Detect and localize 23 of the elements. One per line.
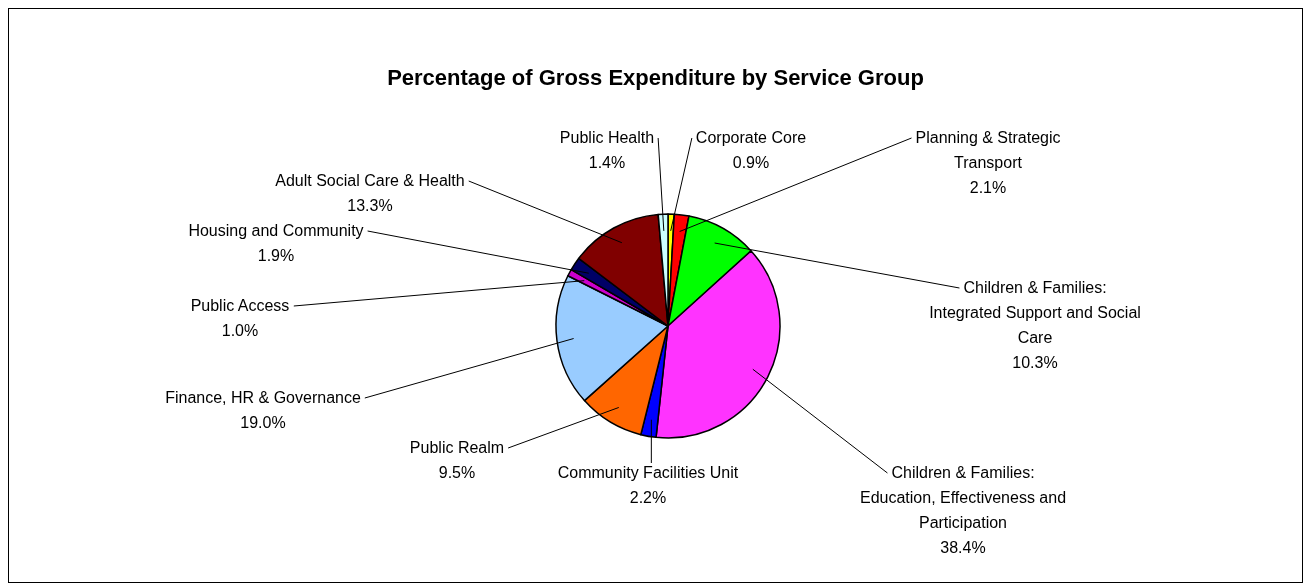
data-label: 13.3%	[347, 197, 393, 214]
data-label: 19.0%	[240, 414, 286, 431]
data-label: 2.2%	[629, 489, 667, 506]
slice-label: Public Realm	[409, 439, 505, 456]
data-label: 10.3%	[1012, 354, 1058, 371]
slice-label: Community Facilities Unit	[557, 464, 739, 481]
data-label: 2.1%	[969, 179, 1007, 196]
slice-label: Children & Families: Education, Effectiveness and Participation	[859, 464, 1067, 531]
data-label: 1.0%	[221, 322, 259, 339]
data-label: 0.9%	[732, 154, 770, 171]
slice-label: Corporate Core	[695, 129, 807, 146]
slice-label: Housing and Community	[188, 222, 364, 239]
data-label: 1.4%	[588, 154, 626, 171]
data-label: 38.4%	[940, 539, 986, 556]
chart-title: Percentage of Gross Expenditure by Service Group	[387, 65, 924, 90]
data-label: 9.5%	[438, 464, 476, 481]
slice-label: Adult Social Care & Health	[275, 172, 465, 189]
data-label: 1.9%	[257, 247, 295, 264]
slice-label: Finance, HR & Governance	[165, 389, 361, 406]
slice-label: Public Access	[190, 297, 290, 314]
slice-label: Public Health	[559, 129, 655, 146]
slice-label: Planning & Strategic Transport	[915, 129, 1061, 171]
slice-label: Children & Families: Integrated Support and Social Care	[929, 279, 1141, 346]
